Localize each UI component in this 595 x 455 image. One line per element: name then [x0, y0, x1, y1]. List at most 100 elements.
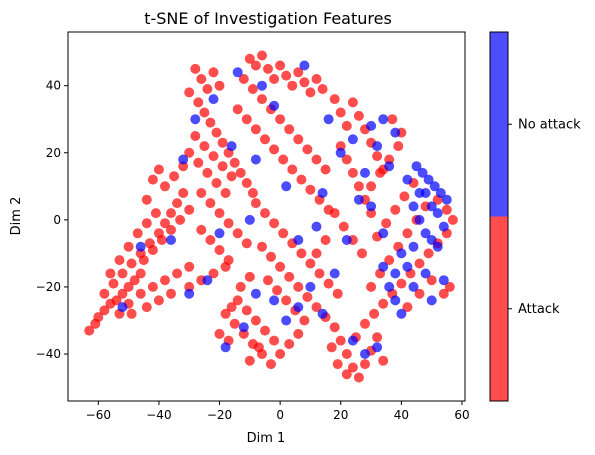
data-point: [250, 124, 261, 135]
data-point: [447, 214, 458, 225]
data-point: [426, 201, 437, 212]
data-point: [347, 362, 358, 373]
data-point: [384, 255, 395, 266]
data-point: [272, 285, 283, 296]
data-point: [384, 161, 395, 172]
data-point: [444, 281, 455, 292]
data-point: [293, 67, 304, 78]
colorbar-label: No attack: [518, 117, 581, 132]
data-point: [287, 80, 298, 91]
data-point: [147, 281, 158, 292]
data-point: [293, 281, 304, 292]
data-point: [250, 198, 261, 209]
data-point: [160, 181, 170, 192]
data-point: [260, 208, 270, 219]
data-point: [438, 288, 449, 299]
data-point: [241, 114, 252, 125]
data-point: [323, 278, 334, 289]
data-point: [208, 94, 219, 105]
data-point: [196, 188, 207, 198]
data-point: [205, 117, 216, 128]
data-point: [241, 238, 252, 249]
data-point: [378, 228, 389, 239]
data-point: [408, 281, 419, 292]
data-point: [257, 94, 267, 105]
data-point: [184, 288, 195, 299]
data-point: [317, 84, 328, 94]
data-point: [166, 288, 176, 299]
data-point: [441, 204, 452, 215]
data-point: [160, 218, 170, 229]
data-point: [360, 318, 370, 329]
data-point: [244, 355, 255, 366]
data-point: [353, 372, 364, 383]
data-point: [263, 275, 273, 286]
data-point: [260, 134, 270, 145]
x-axis-ticks: −60 −40 −20 0 20 40 60: [86, 401, 470, 422]
data-point: [372, 342, 383, 353]
data-point: [393, 141, 404, 152]
data-point: [135, 268, 146, 279]
data-point: [166, 224, 176, 235]
data-point: [402, 261, 413, 272]
data-point: [369, 308, 380, 319]
colorbar: Attack No attack: [489, 31, 581, 402]
data-point: [335, 147, 346, 158]
data-point: [353, 181, 364, 192]
data-point: [357, 248, 367, 259]
data-point: [269, 100, 280, 111]
data-point: [311, 248, 322, 259]
data-point: [208, 151, 219, 162]
data-point: [226, 302, 237, 313]
data-point: [220, 342, 231, 353]
data-point: [420, 228, 431, 239]
data-point: [326, 342, 337, 353]
data-point: [360, 167, 370, 178]
data-point: [366, 281, 377, 292]
data-point: [293, 328, 304, 339]
data-point: [275, 114, 286, 125]
data-point: [141, 302, 152, 313]
y-axis-ticks: −40 −20 0 20 40: [36, 79, 68, 361]
data-point: [314, 268, 325, 279]
data-point: [429, 181, 440, 192]
data-point: [135, 288, 146, 299]
data-point: [284, 339, 295, 349]
data-point: [84, 325, 95, 336]
data-point: [302, 144, 313, 155]
data-point: [269, 74, 280, 84]
data-point: [114, 255, 125, 266]
data-point: [190, 63, 201, 74]
data-point: [311, 221, 322, 232]
data-point: [211, 178, 222, 188]
data-point: [235, 281, 246, 292]
data-point: [372, 332, 383, 343]
data-point: [341, 235, 352, 245]
data-point: [293, 134, 304, 145]
data-point: [178, 188, 189, 198]
data-point: [250, 60, 261, 71]
data-point: [299, 77, 310, 88]
data-point: [126, 308, 137, 319]
colorbar-segment: [490, 32, 508, 217]
data-point: [269, 144, 280, 155]
data-point: [426, 275, 437, 286]
data-point: [320, 164, 331, 175]
data-point: [150, 208, 161, 219]
data-point: [372, 141, 383, 152]
data-point: [232, 295, 243, 306]
data-point: [378, 261, 389, 272]
data-point: [141, 218, 152, 229]
data-point: [441, 194, 452, 205]
data-point: [426, 295, 437, 306]
data-point: [257, 50, 267, 61]
data-point: [293, 235, 304, 245]
data-point: [184, 147, 195, 158]
data-point: [202, 275, 213, 286]
data-points: [84, 50, 458, 383]
data-point: [269, 335, 280, 346]
data-point: [247, 188, 258, 198]
data-point: [226, 141, 237, 152]
data-point: [329, 322, 340, 333]
y-tick-label: −40: [36, 347, 61, 361]
